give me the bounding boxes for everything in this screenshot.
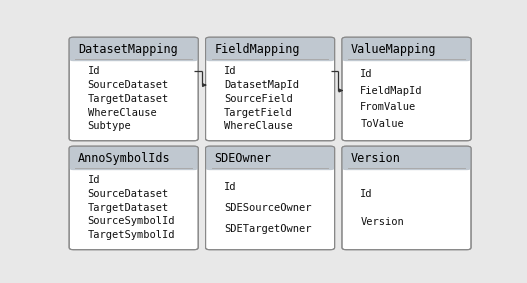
Text: TargetSymbolId: TargetSymbolId [87,230,175,240]
Text: SDESourceOwner: SDESourceOwner [224,203,311,213]
Bar [73,161,194,168]
Text: Version: Version [351,152,401,165]
Text: Id: Id [87,66,100,76]
FancyBboxPatch shape [69,37,198,141]
Text: Id: Id [360,188,373,199]
FancyBboxPatch shape [206,37,335,141]
FancyBboxPatch shape [206,146,335,170]
Text: Id: Id [360,69,373,79]
Text: SDEOwner: SDEOwner [214,152,271,165]
Text: SourceDataset: SourceDataset [87,189,169,199]
Text: WhereClause: WhereClause [87,108,157,117]
Text: FieldMapId: FieldMapId [360,85,423,95]
Text: SourceSymbolId: SourceSymbolId [87,216,175,226]
FancyBboxPatch shape [69,37,198,61]
FancyBboxPatch shape [69,146,198,170]
Text: FromValue: FromValue [360,102,417,112]
Bar [210,161,330,168]
FancyBboxPatch shape [206,146,335,250]
Text: SDETargetOwner: SDETargetOwner [224,224,311,234]
Text: ValueMapping: ValueMapping [351,43,436,56]
Bar [73,52,194,59]
Text: Version: Version [360,217,404,227]
Text: AnnoSymbolIds: AnnoSymbolIds [78,152,171,165]
Text: Id: Id [224,66,237,76]
Text: SourceDataset: SourceDataset [87,80,169,90]
FancyBboxPatch shape [206,37,335,61]
FancyBboxPatch shape [342,146,471,170]
Text: TargetField: TargetField [224,108,292,117]
Text: Id: Id [87,175,100,185]
Bar [346,161,467,168]
Text: WhereClause: WhereClause [224,121,292,131]
FancyBboxPatch shape [342,37,471,61]
Text: ToValue: ToValue [360,119,404,129]
Text: DatasetMapId: DatasetMapId [224,80,299,90]
Bar [210,52,330,59]
Text: Subtype: Subtype [87,121,131,131]
Text: SourceField: SourceField [224,94,292,104]
Text: TargetDataset: TargetDataset [87,94,169,104]
Text: TargetDataset: TargetDataset [87,203,169,213]
Text: DatasetMapping: DatasetMapping [78,43,178,56]
FancyBboxPatch shape [342,37,471,141]
Bar [346,52,467,59]
FancyBboxPatch shape [342,146,471,250]
Text: Id: Id [224,182,237,192]
Text: FieldMapping: FieldMapping [214,43,300,56]
FancyBboxPatch shape [69,146,198,250]
